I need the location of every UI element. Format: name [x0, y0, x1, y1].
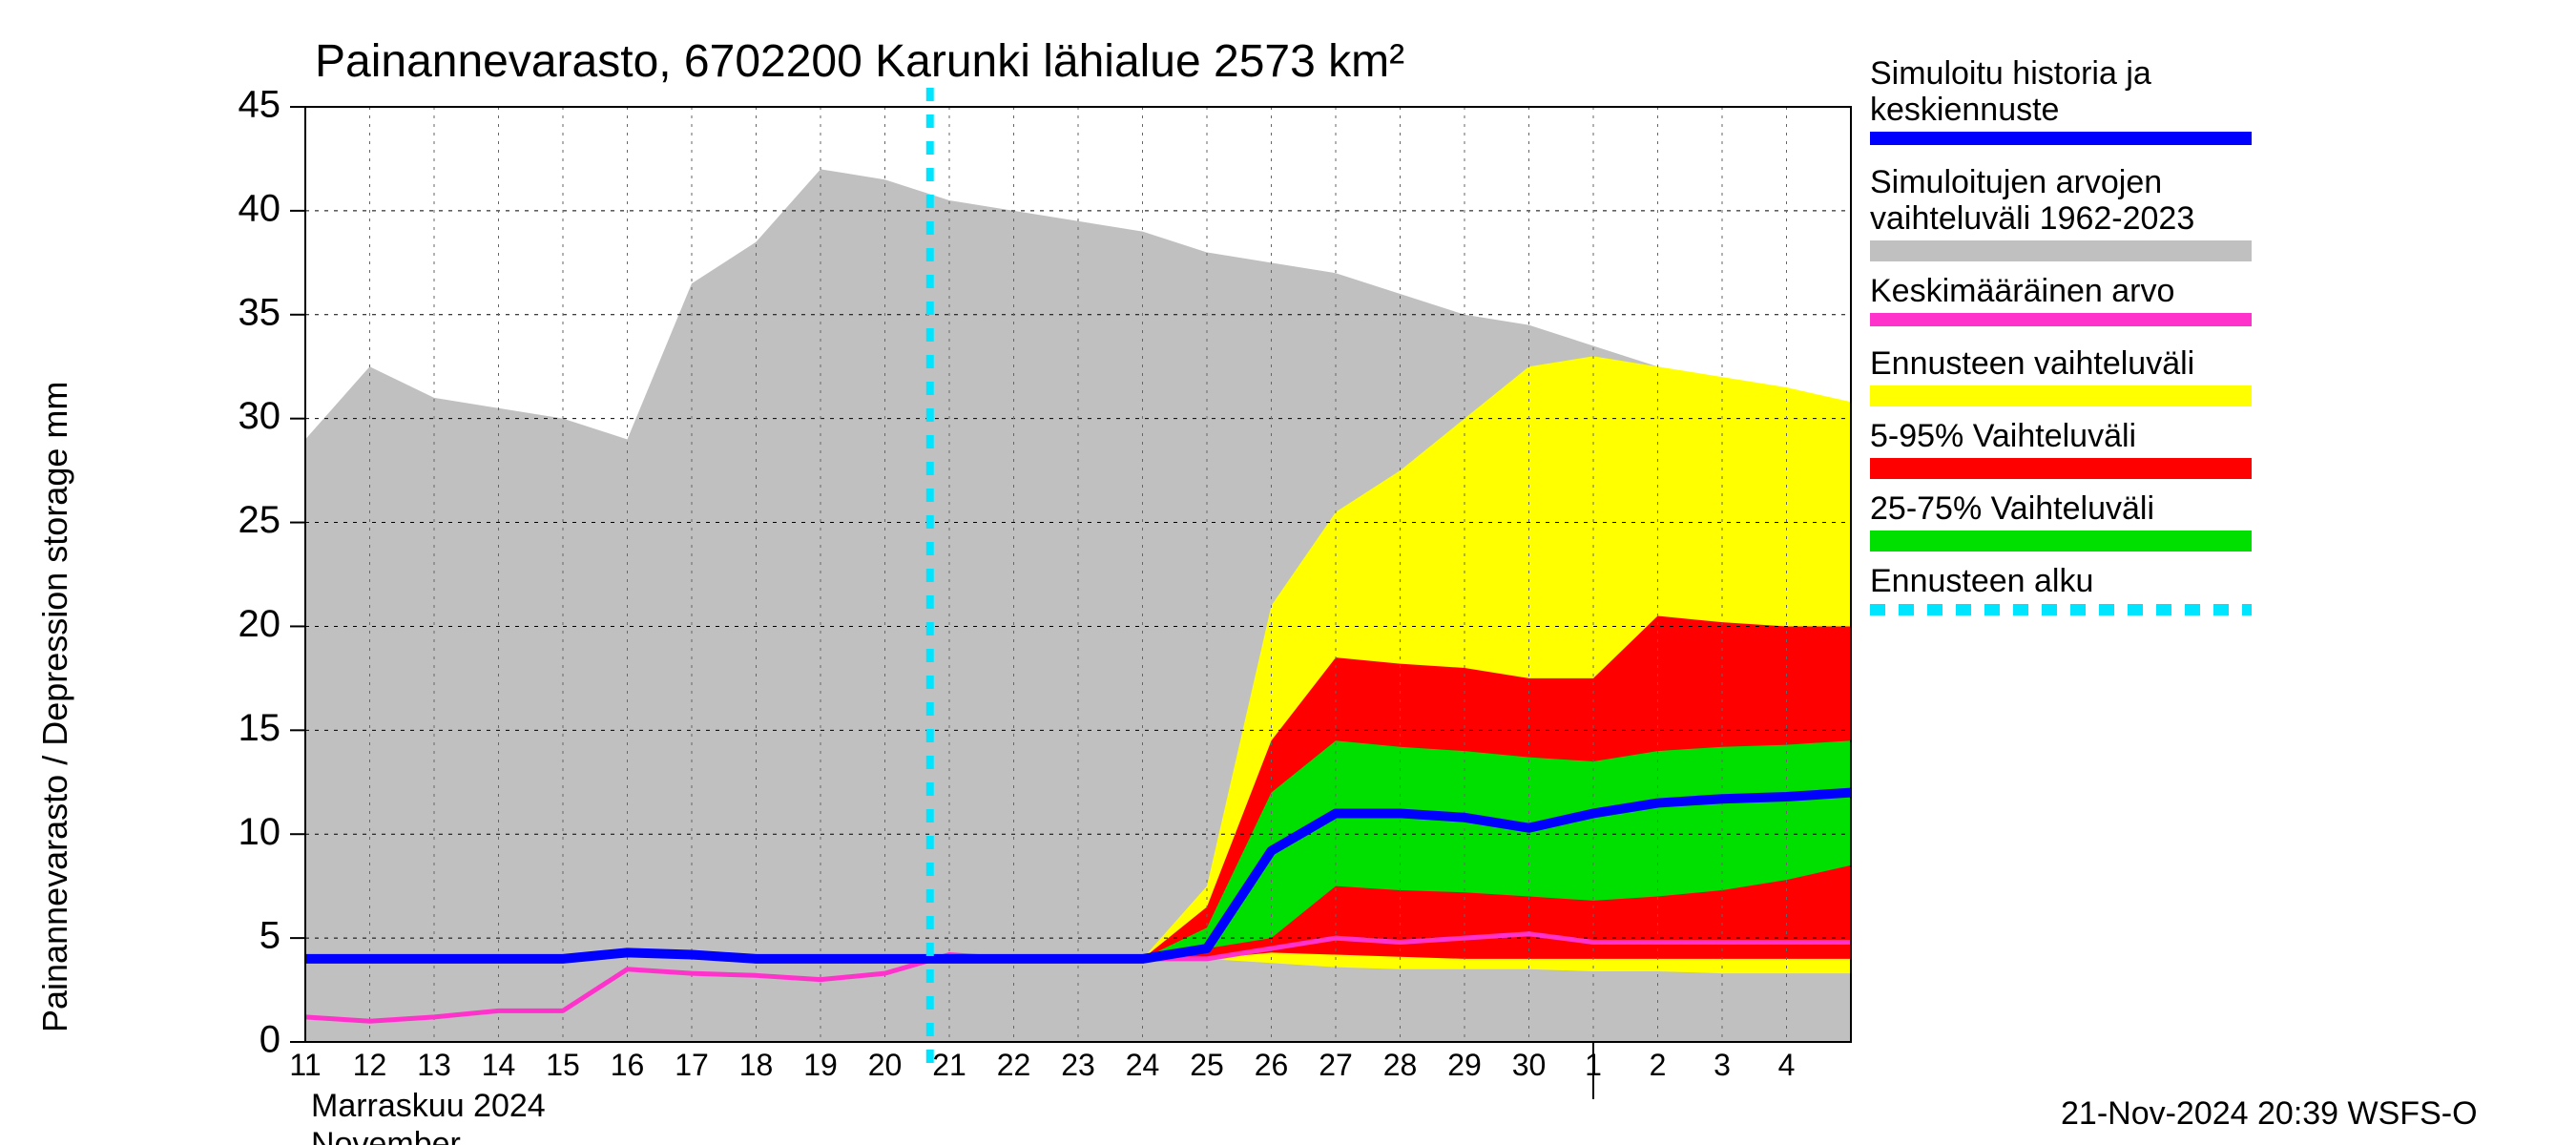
ytick-label: 25	[239, 499, 281, 541]
xtick-label: 3	[1714, 1048, 1731, 1082]
xtick-label: 26	[1255, 1048, 1289, 1082]
ytick-label: 30	[239, 395, 281, 437]
ytick-label: 40	[239, 187, 281, 229]
chart-root: 0510152025303540451112131415161718192021…	[0, 0, 2576, 1145]
yaxis-label: Painannevarasto / Depression storage mm	[35, 382, 74, 1032]
xtick-label: 18	[739, 1048, 774, 1082]
xtick-label: 28	[1383, 1048, 1418, 1082]
xtick-label: 30	[1512, 1048, 1547, 1082]
xtick-label: 23	[1061, 1048, 1095, 1082]
legend-label: Ennusteen alku	[1870, 563, 2093, 599]
ytick-label: 5	[260, 915, 280, 957]
legend-swatch-block	[1870, 531, 2252, 552]
ytick-label: 10	[239, 811, 281, 853]
legend-label: keskiennuste	[1870, 92, 2059, 128]
legend-swatch-block	[1870, 240, 2252, 261]
month-label-en: November	[311, 1126, 461, 1145]
month-label-fi: Marraskuu 2024	[311, 1088, 546, 1124]
xtick-label: 22	[997, 1048, 1031, 1082]
ytick-label: 45	[239, 84, 281, 126]
xtick-label: 25	[1190, 1048, 1224, 1082]
xtick-label: 19	[803, 1048, 838, 1082]
legend-label: Ennusteen vaihteluväli	[1870, 345, 2194, 382]
xtick-label: 27	[1319, 1048, 1353, 1082]
xtick-label: 29	[1447, 1048, 1482, 1082]
legend-label: vaihteluväli 1962-2023	[1870, 200, 2194, 237]
xtick-label: 16	[611, 1048, 645, 1082]
chart-svg: 0510152025303540451112131415161718192021…	[0, 0, 2576, 1145]
legend-swatch-block	[1870, 385, 2252, 406]
xtick-label: 15	[546, 1048, 580, 1082]
xtick-label: 1	[1585, 1048, 1602, 1082]
legend-label: Simuloitujen arvojen	[1870, 164, 2162, 200]
footer-timestamp: 21-Nov-2024 20:39 WSFS-O	[2061, 1095, 2478, 1132]
legend-label: Keskimääräinen arvo	[1870, 273, 2174, 309]
xtick-label: 2	[1650, 1048, 1667, 1082]
xtick-label: 21	[932, 1048, 966, 1082]
ytick-label: 20	[239, 603, 281, 645]
ytick-label: 35	[239, 291, 281, 333]
xtick-label: 4	[1778, 1048, 1796, 1082]
ytick-label: 0	[260, 1019, 280, 1061]
xtick-label: 13	[417, 1048, 451, 1082]
ytick-label: 15	[239, 707, 281, 749]
legend-label: 5-95% Vaihteluväli	[1870, 418, 2136, 454]
xtick-label: 14	[482, 1048, 516, 1082]
legend-label: Simuloitu historia ja	[1870, 55, 2151, 92]
chart-title: Painannevarasto, 6702200 Karunki lähialu…	[315, 36, 1404, 87]
xtick-label: 11	[289, 1048, 321, 1082]
xtick-label: 24	[1126, 1048, 1160, 1082]
xtick-label: 17	[675, 1048, 709, 1082]
xtick-label: 20	[868, 1048, 903, 1082]
xtick-label: 12	[353, 1048, 387, 1082]
legend-label: 25-75% Vaihteluväli	[1870, 490, 2154, 527]
legend-swatch-block	[1870, 458, 2252, 479]
